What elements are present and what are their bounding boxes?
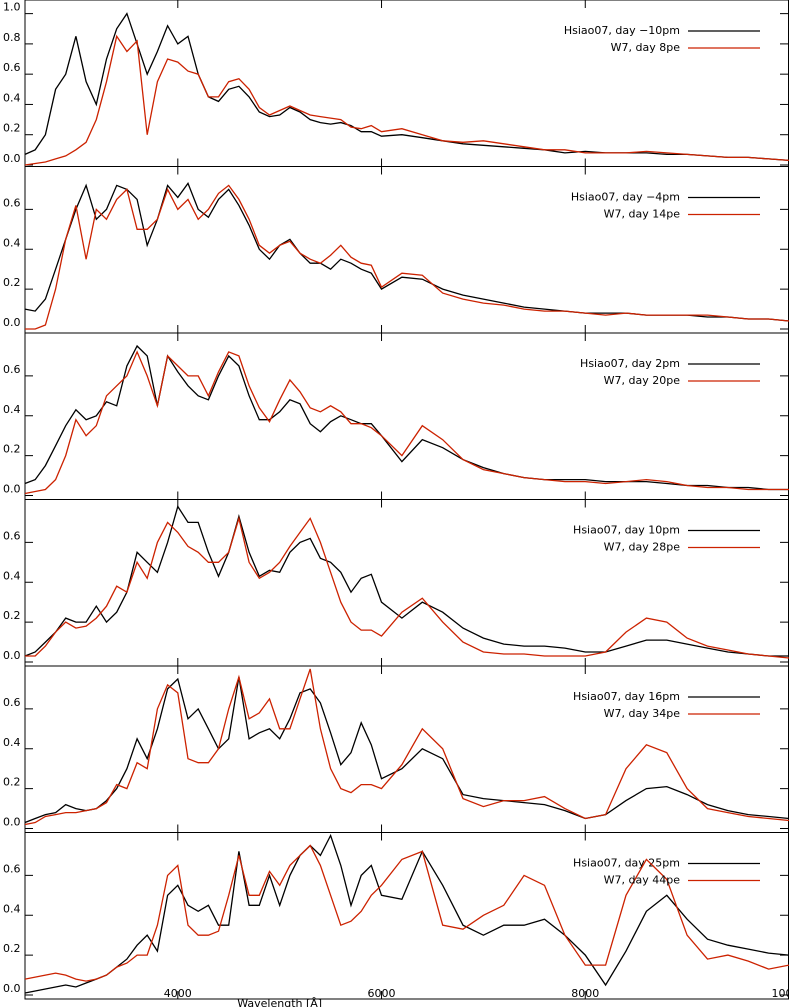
y-tick-label: 0.0 [3,316,21,329]
y-tick-label: 1.0 [3,1,21,14]
y-tick-label: 0.6 [3,363,21,376]
y-tick-label: 0.4 [3,236,21,249]
y-tick-label: 0.0 [3,816,21,829]
legend-label: W7, day 44pe [604,874,681,887]
y-tick-label: 0.6 [3,61,21,74]
y-tick-label: 0.8 [3,31,21,44]
legend-label: Hsiao07, day −10pm [564,24,680,37]
legend-label: Hsiao07, day 16pm [573,690,680,703]
y-tick-label: 0.0 [3,982,21,995]
x-tick-label: 6000 [368,987,396,1000]
y-tick-label: 0.2 [3,776,21,789]
x-tick-label: 4000 [164,987,192,1000]
legend-label: Hsiao07, day 10pm [573,524,680,537]
y-tick-label: 0.6 [3,529,21,542]
y-tick-label: 0.6 [3,862,21,875]
y-tick-label: 0.2 [3,443,21,456]
spectrum-line [24,504,789,657]
spectrum-line [24,350,789,495]
spectrum-line [24,182,789,322]
spectrum-line [25,515,789,659]
y-tick-label: 0.4 [3,91,21,104]
y-tick-label: 0.0 [3,152,21,165]
y-tick-label: 0.0 [3,649,21,662]
legend-label: W7, day 20pe [604,374,681,387]
legend-label: Hsiao07, day −4pm [571,191,680,204]
x-tick-label: 10000 [772,987,789,1000]
y-tick-label: 0.4 [3,403,21,416]
legend-label: W7, day 28pe [604,541,681,554]
y-tick-label: 0.0 [3,483,21,496]
spectrum-line [24,34,789,166]
y-tick-label: 0.4 [3,736,21,749]
y-tick-label: 0.6 [3,696,21,709]
x-axis-label: Wavelength [Å] [237,997,322,1007]
legend-label: W7, day 8pe [611,41,681,54]
legend-label: Hsiao07, day 2pm [580,357,680,370]
spectrum-line [24,344,789,491]
y-tick-label: 0.2 [3,942,21,955]
spectrum-line [24,668,789,826]
y-tick-label: 0.6 [3,196,21,209]
y-tick-label: 0.2 [3,276,21,289]
y-tick-label: 0.2 [3,122,21,135]
legend-label: W7, day 14pe [604,208,681,221]
x-tick-label: 8000 [571,987,599,1000]
y-tick-label: 0.4 [3,569,21,582]
spectrum-line [24,844,789,982]
y-tick-label: 0.4 [3,902,21,915]
spectrum-line [25,184,789,330]
legend-label: Hsiao07, day 25pm [573,857,680,870]
legend-label: W7, day 34pe [604,707,681,720]
y-tick-label: 0.2 [3,609,21,622]
